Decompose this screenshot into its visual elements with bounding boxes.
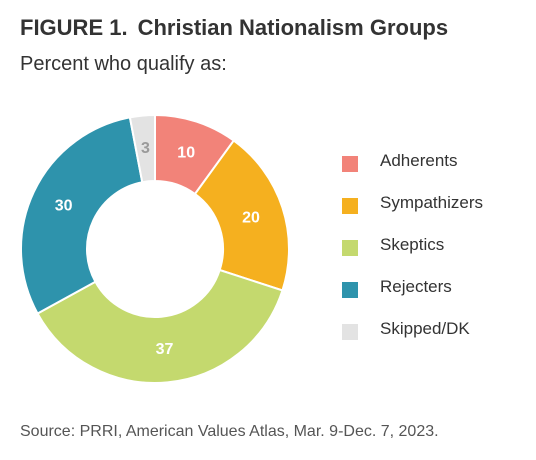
source-note: Source: PRRI, American Values Atlas, Mar…	[20, 423, 439, 440]
legend-item-adherents: Adherents	[342, 148, 532, 190]
legend-swatch	[342, 156, 358, 172]
data-label-adherents: 10	[177, 144, 195, 161]
data-label-sympathizers: 20	[242, 209, 260, 226]
chart-title: Christian Nationalism Groups	[137, 15, 449, 40]
legend-label: Adherents	[380, 151, 458, 170]
legend-item-skipped-dk: Skipped/DK	[342, 316, 532, 358]
legend-swatch	[342, 282, 358, 298]
donut-chart: 10 20 37 30 3	[20, 113, 290, 384]
figure-title: FIGURE 1. Christian Nationalism Groups	[20, 15, 448, 41]
legend-label: Skeptics	[380, 235, 445, 254]
chart-subtitle: Percent who qualify as:	[20, 53, 227, 75]
legend-label: Skipped/DK	[380, 319, 470, 338]
slice-skipped-dk	[128, 113, 156, 184]
legend-swatch	[342, 324, 358, 340]
legend-label: Rejecters	[380, 277, 452, 296]
data-label-skipped-dk: 3	[141, 140, 150, 157]
chart-legend: Adherents Sympathizers Skeptics Rejecters Sk…	[342, 148, 532, 358]
legend-item-rejecters: Rejecters	[342, 274, 532, 316]
legend-item-sympathizers: Sympathizers	[342, 190, 532, 232]
legend-swatch	[342, 240, 358, 256]
slice-sympathizers	[193, 139, 290, 292]
data-label-skeptics: 37	[156, 341, 174, 358]
legend-swatch	[342, 198, 358, 214]
slice-rejecters	[20, 116, 144, 315]
legend-item-skeptics: Skeptics	[342, 232, 532, 274]
slice-skeptics	[36, 268, 284, 384]
figure-label: FIGURE 1.	[20, 15, 128, 40]
legend-label: Sympathizers	[380, 193, 483, 212]
data-label-rejecters: 30	[55, 197, 73, 214]
